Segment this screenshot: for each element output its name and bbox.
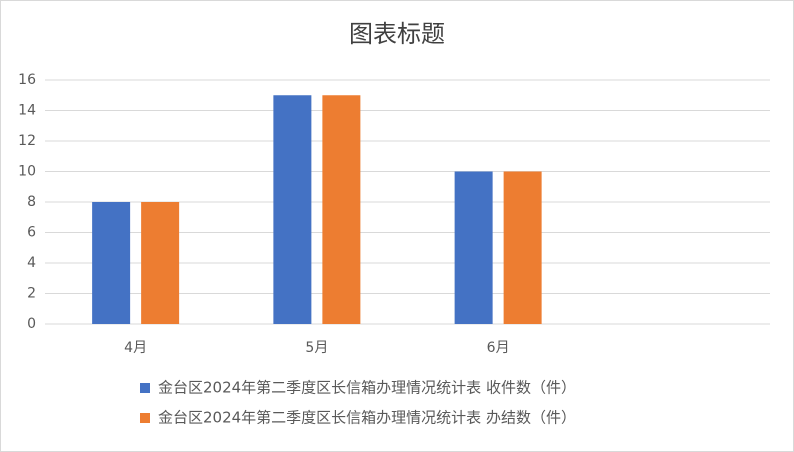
y-tick-label: 6 xyxy=(27,225,36,241)
legend-label: 金台区2024年第二季度区长信箱办理情况统计表 办结数（件） xyxy=(158,409,576,427)
bar xyxy=(273,95,312,324)
y-tick-label: 8 xyxy=(27,194,36,210)
y-tick-label: 4 xyxy=(27,255,36,271)
y-tick-label: 14 xyxy=(18,103,36,119)
x-tick-label: 4月 xyxy=(124,340,147,356)
bar xyxy=(322,95,361,324)
chart-title: 图表标题 xyxy=(349,20,445,48)
bar xyxy=(141,202,180,324)
y-tick-label: 12 xyxy=(18,133,36,149)
legend-swatch xyxy=(140,383,150,393)
y-tick-label: 2 xyxy=(27,286,36,302)
y-tick-label: 16 xyxy=(18,72,36,88)
bar xyxy=(454,171,493,324)
legend-label: 金台区2024年第二季度区长信箱办理情况统计表 收件数（件） xyxy=(158,379,576,397)
y-tick-label: 0 xyxy=(27,316,36,332)
bar xyxy=(92,202,131,324)
x-tick-label: 5月 xyxy=(305,340,328,356)
x-tick-label: 6月 xyxy=(487,340,510,356)
legend-swatch xyxy=(140,413,150,423)
y-tick-label: 10 xyxy=(18,164,36,180)
bar xyxy=(503,171,542,324)
